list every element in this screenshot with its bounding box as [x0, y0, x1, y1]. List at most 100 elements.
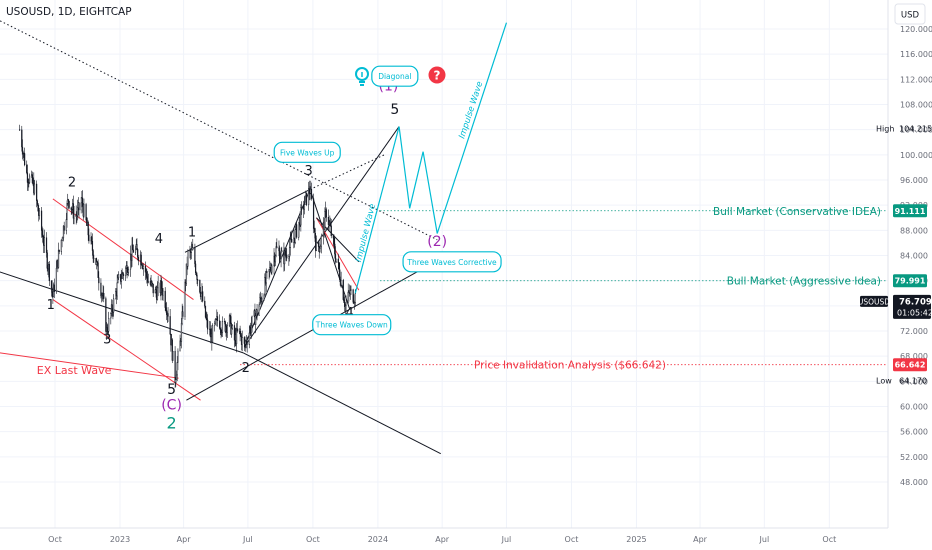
candle-body: [132, 244, 134, 251]
candle-body: [309, 193, 311, 195]
x-tick-label: 2023: [110, 535, 130, 544]
candle-body: [83, 204, 85, 217]
trend-line: [0, 20, 438, 241]
candle-body: [162, 290, 164, 296]
candle-body: [107, 330, 109, 333]
level-label: Bull Market (Conservative IDEA): [713, 206, 881, 218]
candle-body: [268, 269, 270, 272]
y-tick-label: 48.000: [900, 478, 928, 487]
last-price-value: 76.709: [899, 297, 932, 307]
candle-body: [296, 224, 298, 238]
candle-body: [73, 213, 75, 219]
candle-body: [127, 268, 130, 273]
candle-body: [352, 289, 354, 303]
candle-body: [204, 300, 206, 307]
candle-body: [258, 304, 260, 316]
candle-body: [343, 299, 345, 303]
candle-body: [113, 298, 115, 313]
candle-body: [127, 272, 129, 275]
candle-body: [93, 258, 95, 260]
trend-line: [309, 154, 385, 190]
candle-body: [337, 258, 339, 263]
candle-body: [177, 350, 179, 363]
callout-box: [273, 141, 341, 163]
candle-body: [207, 319, 209, 330]
candle-body: [169, 316, 171, 335]
candle-body: [176, 362, 178, 376]
candle-body: [294, 229, 296, 243]
candle-body: [132, 249, 135, 253]
x-tick-label: Jul: [242, 535, 253, 544]
y-tick-label: 60.000: [900, 403, 928, 412]
candle-body: [43, 237, 46, 246]
candle-body: [121, 272, 123, 279]
candle-body: [315, 242, 318, 251]
candle-body: [96, 261, 98, 265]
candle-body: [229, 315, 231, 317]
level-label: Price Invalidation Analysis ($66.642): [474, 360, 666, 372]
candle-body: [304, 195, 306, 205]
candle-body: [179, 340, 181, 352]
y-tick-label: 100.000: [900, 151, 932, 160]
y-tick-label: 64.000: [900, 377, 928, 386]
candle-body: [103, 293, 105, 299]
candle-body: [246, 343, 248, 345]
candle-body: [67, 199, 69, 204]
hl-label: High: [876, 124, 894, 133]
candle-body: [265, 272, 267, 284]
candle-body: [26, 172, 29, 183]
candle-body: [36, 183, 38, 201]
candle-body: [37, 203, 39, 212]
candle-body: [55, 268, 58, 293]
candle-body: [308, 188, 310, 194]
currency-button[interactable]: USD: [894, 3, 926, 25]
callout-box: [371, 65, 419, 87]
candle-body: [255, 315, 257, 325]
candle-body: [65, 219, 67, 231]
x-tick-label: Oct: [565, 535, 579, 544]
candle-body: [187, 251, 189, 267]
candle-body: [91, 237, 93, 242]
candle-body: [117, 274, 120, 279]
candle-body: [141, 264, 143, 267]
candle-body: [266, 271, 268, 273]
candle-body: [85, 204, 87, 221]
wave-label: 2: [68, 175, 76, 190]
y-tick-label: 88.000: [900, 226, 928, 235]
hl-label: Low: [876, 376, 892, 385]
candle-body: [106, 327, 108, 333]
candle-body: [211, 325, 214, 343]
candle-body: [349, 290, 351, 294]
hl-value: 104.215: [899, 124, 932, 133]
candle-body: [151, 283, 154, 285]
candle-body: [24, 153, 26, 166]
candle-body: [219, 327, 221, 330]
candle-body: [335, 258, 337, 262]
candle-body: [190, 248, 192, 253]
candle-body: [288, 247, 291, 257]
candle-body: [259, 297, 261, 305]
candle-body: [241, 337, 243, 345]
candle-body: [317, 242, 320, 247]
candle-body: [172, 350, 174, 361]
candle-body: [131, 244, 133, 261]
candle-body: [240, 333, 242, 336]
candle-body: [21, 129, 23, 148]
candle-body: [120, 274, 122, 282]
currency-label: USD: [901, 11, 920, 21]
candle-body: [228, 315, 231, 326]
candle-body: [182, 311, 184, 317]
candle-body: [97, 262, 99, 278]
candle-body: [231, 325, 233, 329]
candle-body: [333, 237, 335, 245]
candle-body: [91, 241, 94, 251]
candle-body: [111, 304, 113, 312]
candle-body: [319, 247, 321, 252]
wave-label: EX Last Wave: [37, 364, 112, 377]
candle-body: [171, 339, 173, 361]
candle-body: [342, 280, 344, 300]
price-badge-value: 66.642: [895, 361, 926, 370]
candle-body: [329, 221, 331, 225]
y-tick-label: 72.000: [900, 327, 928, 336]
